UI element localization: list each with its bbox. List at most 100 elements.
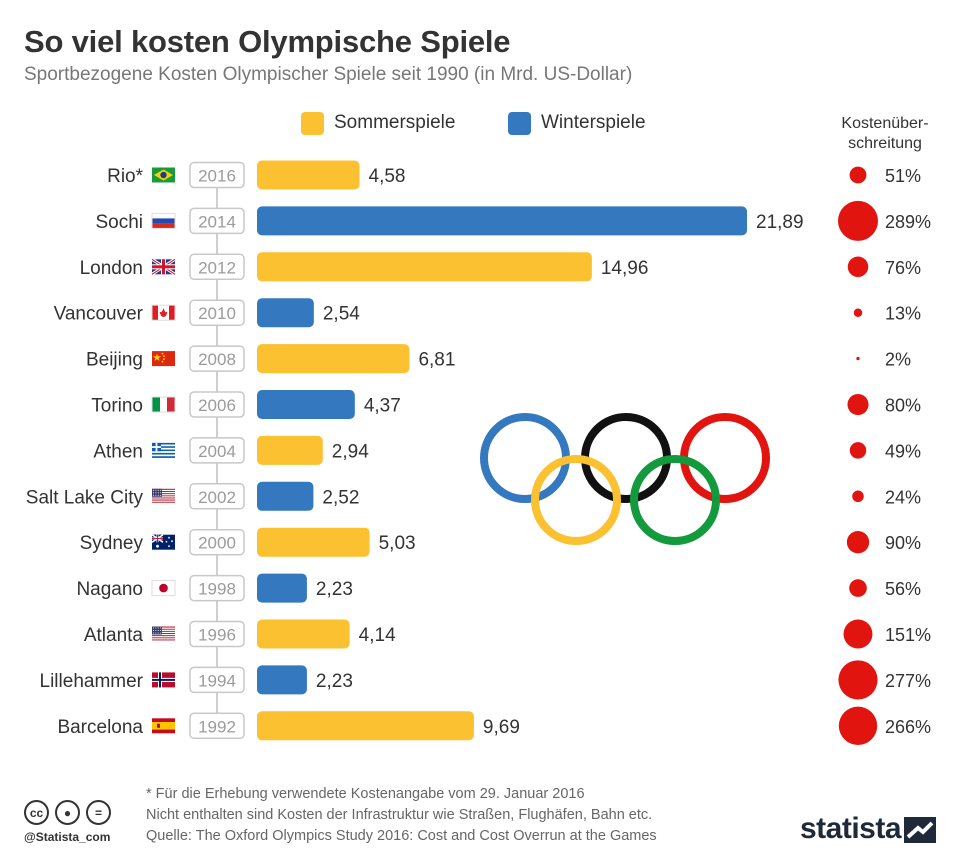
footnote-asterisk: * Für die Erhebung verwendete Kostenanga… — [146, 786, 585, 802]
australia-flag — [151, 534, 175, 550]
year-box — [189, 620, 245, 648]
greece-flag — [152, 442, 175, 458]
cost-bar — [257, 344, 410, 374]
year-label: 1992 — [198, 717, 236, 736]
city-label: Beijing — [86, 350, 143, 371]
legend-summer-swatch — [301, 111, 324, 135]
year-box — [189, 299, 245, 326]
year-label: 1994 — [198, 671, 236, 690]
year-box — [189, 253, 245, 281]
row-2012: London 2012 14,96 76% — [80, 252, 921, 282]
overrun-label: 289% — [885, 212, 931, 232]
city-label: Torino — [91, 396, 143, 417]
cost-value-label: 6,81 — [418, 350, 455, 371]
overrun-label: 49% — [885, 441, 921, 461]
row-2004: Athen 2004 2,94 49% — [93, 435, 921, 465]
overrun-header-line1: Kostenüber- — [841, 115, 929, 132]
legend-winter-label: Winterspiele — [541, 112, 646, 133]
city-label: Vancouver — [54, 304, 144, 325]
overrun-bubble — [853, 308, 863, 317]
cost-value-label: 2,23 — [316, 671, 353, 692]
legend-winter-swatch — [508, 111, 531, 135]
japan-flag — [151, 580, 176, 597]
cost-bar — [257, 619, 350, 649]
overrun-bubble — [838, 706, 878, 745]
year-label: 2016 — [198, 167, 236, 186]
statista-logo-text[interactable]: statista — [800, 812, 902, 845]
cost-bar — [257, 206, 747, 236]
cost-bar — [257, 252, 592, 282]
cost-value-label: 2,94 — [332, 441, 369, 462]
overrun-label: 56% — [885, 579, 921, 599]
overrun-label: 151% — [885, 625, 931, 645]
uk-flag — [151, 258, 176, 276]
year-label: 2002 — [198, 488, 236, 507]
cost-value-label: 9,69 — [483, 717, 520, 738]
cost-value-label: 4,14 — [359, 625, 396, 646]
cost-bar — [257, 711, 474, 741]
year-box — [189, 483, 245, 510]
year-label: 2006 — [198, 396, 236, 415]
olympic-ring — [581, 413, 671, 503]
year-label: 2004 — [198, 442, 236, 461]
cost-value-label: 2,52 — [322, 487, 359, 508]
cost-bar — [257, 298, 314, 328]
overrun-label: 13% — [885, 304, 921, 324]
cost-value-label: 2,23 — [316, 579, 353, 600]
footnote-infrastructure: Nicht enthalten sind Kosten der Infrastr… — [146, 807, 653, 823]
row-2016: Rio* 2016 4,58 51% — [107, 160, 921, 190]
row-2000: Sydney 2000 5,03 90% — [80, 527, 921, 557]
city-label: Salt Lake City — [26, 487, 144, 508]
city-label: Atlanta — [84, 625, 144, 646]
usa-flag — [152, 488, 175, 504]
chart-title: So viel kosten Olympische Spiele — [24, 24, 511, 59]
row-1992: Barcelona 1992 9,69 266% — [57, 706, 931, 745]
year-box — [189, 666, 245, 694]
overrun-label: 277% — [885, 671, 931, 691]
overrun-label: 266% — [885, 717, 931, 737]
city-label: London — [80, 258, 143, 279]
overrun-bubble — [849, 166, 867, 184]
row-2008: Beijing 2008 6,81 2% — [86, 344, 911, 374]
overrun-label: 76% — [885, 258, 921, 278]
license-icons: cc ● = — [24, 800, 111, 825]
overrun-bubble — [847, 256, 869, 278]
statista-handle[interactable]: @Statista_com — [24, 830, 111, 844]
year-label: 2008 — [198, 350, 236, 369]
overrun-bubble — [843, 619, 873, 649]
cost-value-label: 4,58 — [369, 166, 406, 187]
cost-value-label: 21,89 — [756, 212, 804, 233]
olympic-ring — [630, 455, 720, 545]
legend-summer: Sommerspiele — [301, 110, 455, 136]
overrun-bubble — [847, 393, 869, 416]
chart-subtitle: Sportbezogene Kosten Olympischer Spiele … — [24, 64, 633, 85]
china-flag — [152, 351, 175, 367]
cost-value-label: 5,03 — [379, 533, 416, 554]
city-label: Sydney — [80, 533, 144, 554]
year-box — [189, 391, 245, 418]
footnote-source: Quelle: The Oxford Olympics Study 2016: … — [146, 828, 657, 844]
year-label: 2014 — [198, 212, 236, 231]
legend-summer-label: Sommerspiele — [334, 112, 456, 133]
by-icon: ● — [55, 800, 80, 825]
city-label: Sochi — [95, 212, 143, 233]
year-label: 2000 — [198, 534, 236, 553]
overrun-bubble — [846, 531, 870, 554]
year-label: 2012 — [198, 258, 236, 277]
year-box — [189, 345, 245, 372]
legend-winter: Winterspiele — [508, 110, 646, 136]
row-1996: Atlanta 1996 4,14 151% — [84, 619, 931, 649]
russia-flag — [151, 212, 176, 229]
city-label: Barcelona — [57, 717, 143, 738]
olympic-ring — [680, 413, 770, 503]
cost-bar — [257, 390, 355, 419]
year-label: 1996 — [198, 626, 236, 645]
cost-bar — [257, 435, 323, 465]
overrun-bubble — [838, 200, 878, 241]
cost-bar — [257, 573, 307, 603]
cost-bar — [257, 481, 314, 511]
olympic-ring — [531, 455, 621, 545]
year-label: 1998 — [198, 580, 236, 599]
overrun-bubble — [856, 356, 860, 361]
